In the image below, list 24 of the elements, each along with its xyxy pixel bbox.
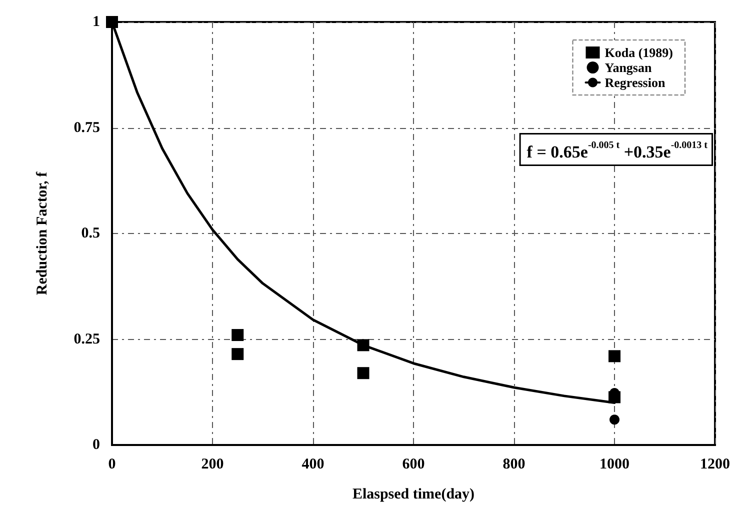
y-tick-label: 0 (92, 437, 100, 453)
legend-label: Koda (1989) (604, 45, 673, 60)
x-tick-label: 800 (502, 456, 526, 472)
point (232, 329, 244, 342)
point (610, 414, 620, 425)
x-axis-title: Elaspsed time(day) (352, 486, 475, 502)
y-tick-label: 0.75 (74, 120, 100, 136)
x-tick-label: 400 (302, 456, 324, 472)
x-tick-label: 600 (402, 456, 425, 472)
x-tick-label: 1000 (600, 456, 630, 472)
y-tick-label: 1 (92, 14, 100, 30)
point (106, 16, 118, 28)
x-tick-label: 200 (201, 456, 224, 472)
legend-label: Yangsan (604, 60, 652, 75)
y-tick-label: 0.25 (74, 331, 100, 348)
point (357, 339, 370, 352)
legend-label: Regression (604, 75, 666, 90)
point (357, 367, 370, 380)
point (608, 350, 620, 362)
x-tick-label: 1200 (700, 456, 730, 472)
y-axis-title: Reduction Factor, f (34, 170, 50, 296)
point (232, 348, 244, 360)
x-tick-label: 0 (108, 456, 116, 472)
y-tick-label: 0.5 (81, 226, 100, 242)
